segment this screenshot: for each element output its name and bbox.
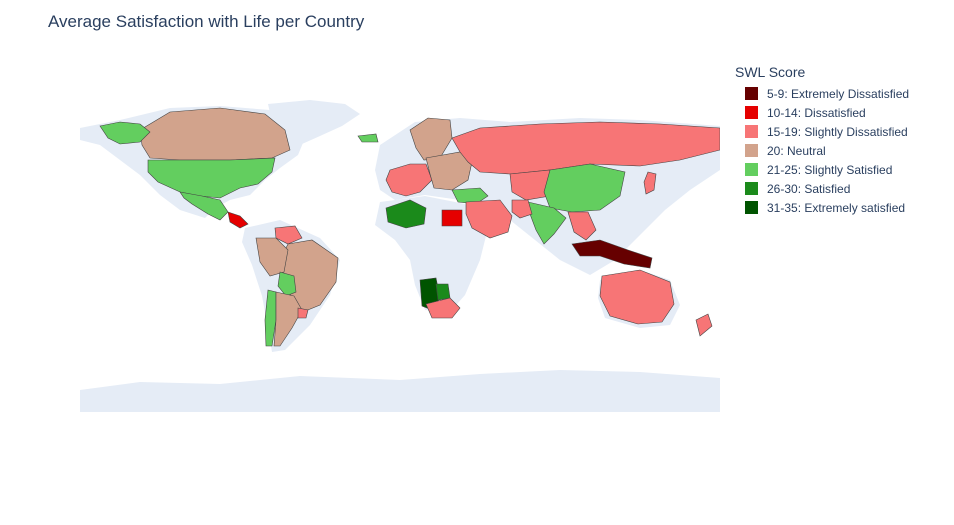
legend-label: 20: Neutral bbox=[767, 143, 826, 158]
country-venezuela[interactable] bbox=[274, 225, 303, 245]
legend-label: 5-9: Extremely Dissatisfied bbox=[767, 86, 910, 101]
country-layer bbox=[99, 107, 721, 347]
legend-title: SWL Score bbox=[735, 64, 806, 80]
legend-swatch bbox=[745, 163, 758, 176]
legend-swatch bbox=[745, 106, 758, 119]
land-antarctica bbox=[80, 370, 720, 412]
legend-label: 10-14: Dissatisfied bbox=[767, 105, 866, 120]
legend-item-extremely-satisfied[interactable]: 31-35: Extremely satisfied bbox=[735, 198, 909, 217]
country-southeast-asia[interactable] bbox=[567, 211, 597, 241]
country-central-america[interactable] bbox=[227, 211, 249, 229]
country-middle-east[interactable] bbox=[465, 199, 513, 239]
legend-swatch bbox=[745, 182, 758, 195]
legend-label: 15-19: Slightly Dissatisfied bbox=[767, 124, 908, 139]
country-western-europe[interactable] bbox=[385, 163, 433, 197]
country-china[interactable] bbox=[543, 163, 626, 213]
legend-item-extremely-dissatisfied[interactable]: 5-9: Extremely Dissatisfied bbox=[735, 84, 909, 103]
country-australia[interactable] bbox=[599, 269, 675, 325]
legend-label: 26-30: Satisfied bbox=[767, 181, 851, 196]
chart-title: Average Satisfaction with Life per Count… bbox=[48, 12, 365, 31]
legend-swatch bbox=[745, 144, 758, 157]
country-japan[interactable] bbox=[643, 171, 657, 195]
legend-item-slightly-satisfied[interactable]: 21-25: Slightly Satisfied bbox=[735, 160, 909, 179]
legend-items: 5-9: Extremely Dissatisfied 10-14: Dissat… bbox=[735, 84, 909, 217]
legend-item-satisfied[interactable]: 26-30: Satisfied bbox=[735, 179, 909, 198]
country-new-zealand[interactable] bbox=[695, 313, 713, 337]
legend-item-neutral[interactable]: 20: Neutral bbox=[735, 141, 909, 160]
country-argentina[interactable] bbox=[273, 291, 303, 347]
country-bolivia[interactable] bbox=[277, 271, 297, 297]
country-south-africa[interactable] bbox=[425, 297, 461, 319]
legend-swatch bbox=[745, 201, 758, 214]
country-uruguay[interactable] bbox=[297, 307, 309, 319]
country-pakistan[interactable] bbox=[511, 199, 533, 219]
land-greenland bbox=[268, 100, 360, 144]
country-greenland[interactable] bbox=[99, 121, 151, 145]
country-peru[interactable] bbox=[255, 237, 289, 277]
country-canada[interactable] bbox=[139, 107, 291, 161]
country-scandinavia[interactable] bbox=[409, 117, 453, 161]
country-egypt[interactable] bbox=[441, 209, 463, 227]
country-india[interactable] bbox=[527, 201, 567, 245]
legend-swatch bbox=[745, 125, 758, 138]
world-map[interactable] bbox=[80, 100, 721, 412]
legend-item-dissatisfied[interactable]: 10-14: Dissatisfied bbox=[735, 103, 909, 122]
country-iceland[interactable] bbox=[357, 133, 379, 143]
country-botswana[interactable] bbox=[435, 283, 451, 301]
country-russia[interactable] bbox=[451, 121, 721, 175]
legend-item-slightly-dissatisfied[interactable]: 15-19: Slightly Dissatisfied bbox=[735, 122, 909, 141]
country-indonesia[interactable] bbox=[571, 239, 653, 269]
legend-label: 21-25: Slightly Satisfied bbox=[767, 162, 893, 177]
world-map-svg bbox=[80, 100, 721, 412]
country-united-states[interactable] bbox=[147, 157, 276, 199]
country-turkey[interactable] bbox=[451, 187, 489, 205]
legend-label: 31-35: Extremely satisfied bbox=[767, 200, 906, 215]
country-mexico[interactable] bbox=[179, 191, 229, 221]
legend: SWL Score 5-9: Extremely Dissatisfied 10-… bbox=[735, 64, 909, 217]
country-algeria[interactable] bbox=[385, 199, 427, 229]
legend-swatch bbox=[745, 87, 758, 100]
